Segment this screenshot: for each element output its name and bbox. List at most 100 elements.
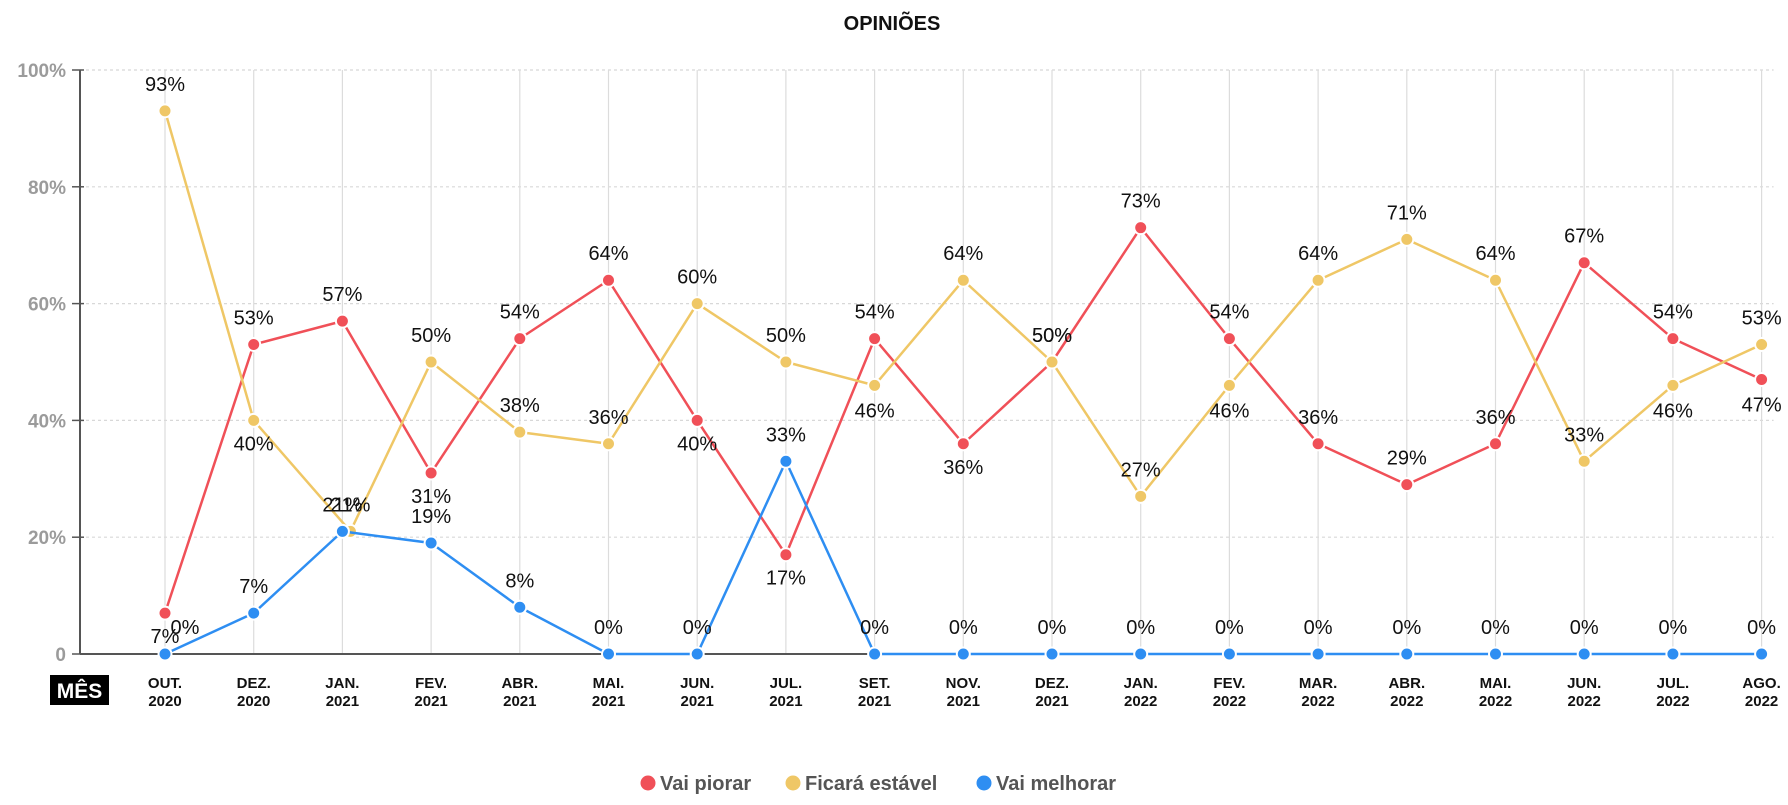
data-point <box>1754 646 1770 662</box>
data-point <box>1576 453 1592 469</box>
data-point <box>689 646 705 662</box>
data-point <box>423 354 439 370</box>
data-point <box>1488 436 1503 452</box>
x-axis-title-text: MÊS <box>57 679 103 703</box>
x-tick-label-year: 2020 <box>237 693 270 710</box>
data-label: 0% <box>1215 617 1244 639</box>
data-label: 54% <box>1653 302 1693 324</box>
x-tick-label-month: DEZ. <box>237 675 271 692</box>
x-tick-label-year: 2021 <box>769 693 802 710</box>
data-point <box>1133 646 1149 662</box>
x-tick-label-month: OUT. <box>148 675 182 692</box>
data-point <box>1044 354 1060 370</box>
data-label: 7% <box>151 626 180 648</box>
legend-label: Ficará estável <box>805 773 937 795</box>
data-point <box>1044 646 1060 662</box>
legend: Vai piorar Ficará estável Vai melhorar <box>640 773 1116 795</box>
x-tick-label-month: MAI. <box>1480 675 1512 692</box>
data-point <box>1310 272 1326 288</box>
data-label: 8% <box>505 570 534 592</box>
x-tick-label-year: 2021 <box>414 693 447 710</box>
data-label: 21% <box>322 494 362 516</box>
x-tick-label-month: JAN. <box>325 675 359 692</box>
data-point <box>1133 220 1149 236</box>
data-label: 73% <box>1121 191 1161 213</box>
data-point <box>1665 646 1681 662</box>
data-label: 0% <box>1126 617 1155 639</box>
y-tick-label: 0 <box>55 645 66 666</box>
x-tick-label-month: ABR. <box>501 675 538 692</box>
data-point <box>1133 488 1149 504</box>
data-label: 0% <box>1481 617 1510 639</box>
x-tick-label-year: 2021 <box>592 693 625 710</box>
data-label: 40% <box>234 433 274 455</box>
legend-marker <box>640 775 656 791</box>
data-label: 50% <box>766 325 806 347</box>
x-tick-label-year: 2020 <box>148 693 181 710</box>
x-tick-label-year: 2021 <box>681 693 714 710</box>
x-tick-label-year: 2021 <box>947 693 980 710</box>
data-label: 36% <box>1475 407 1515 429</box>
axis-layer: 020%40%60%80%100%OUT.2020DEZ.2020JAN.202… <box>17 61 1780 710</box>
y-tick-label: 40% <box>28 411 66 432</box>
data-label: 29% <box>1387 448 1427 470</box>
legend-marker <box>785 775 801 791</box>
data-point <box>1665 377 1681 393</box>
data-label: 0% <box>949 617 978 639</box>
x-axis-title: MÊS <box>50 675 109 705</box>
data-point <box>334 523 350 539</box>
data-point <box>1576 255 1592 271</box>
x-tick-label-month: JUN. <box>680 675 714 692</box>
series-layer <box>157 103 1770 662</box>
data-point <box>1221 377 1237 393</box>
data-point <box>1221 646 1237 662</box>
data-label: 31% <box>411 486 451 508</box>
data-point <box>1488 646 1503 662</box>
data-label: 53% <box>234 307 274 329</box>
data-labels-layer: 7% 53% 57% 31% 54% 64% 40% 17% 54% 36% 50% 73% 54% 36… <box>145 74 1782 648</box>
y-tick-label: 20% <box>28 528 66 549</box>
data-label: 46% <box>1653 400 1693 422</box>
x-tick-label-year: 2022 <box>1745 693 1778 710</box>
data-point <box>1221 331 1237 347</box>
data-point <box>867 377 883 393</box>
data-label: 64% <box>943 243 983 265</box>
data-label: 0% <box>1304 617 1333 639</box>
data-label: 47% <box>1742 395 1782 417</box>
data-label: 17% <box>766 568 806 590</box>
data-label: 0% <box>171 617 200 639</box>
data-point <box>512 331 528 347</box>
data-point <box>334 313 350 329</box>
data-point <box>157 646 173 662</box>
x-tick-label-month: AGO. <box>1742 675 1780 692</box>
x-tick-label-year: 2022 <box>1479 693 1512 710</box>
data-point <box>1399 646 1415 662</box>
data-point <box>778 453 794 469</box>
data-point <box>1310 646 1326 662</box>
x-tick-label-month: FEV. <box>1213 675 1245 692</box>
x-tick-label-year: 2022 <box>1124 693 1157 710</box>
data-label: 54% <box>500 302 540 324</box>
data-point <box>689 296 705 312</box>
legend-label: Vai melhorar <box>996 773 1116 795</box>
data-point <box>1399 231 1415 247</box>
data-point <box>601 272 616 288</box>
data-point <box>1488 272 1503 288</box>
data-label: 0% <box>860 617 889 639</box>
data-label: 71% <box>1387 202 1427 224</box>
data-label: 67% <box>1564 226 1604 248</box>
data-point <box>867 331 883 347</box>
data-point <box>955 436 971 452</box>
legend-marker <box>976 775 992 791</box>
x-tick-label-year: 2021 <box>1035 693 1068 710</box>
data-point <box>157 605 173 621</box>
data-label: 0% <box>683 617 712 639</box>
data-label: 46% <box>855 400 895 422</box>
data-label: 0% <box>1392 617 1421 639</box>
data-label: 93% <box>145 74 185 96</box>
data-label: 27% <box>1121 459 1161 481</box>
data-label: 36% <box>588 407 628 429</box>
data-point <box>1310 436 1326 452</box>
data-label: 36% <box>1298 407 1338 429</box>
data-label: 19% <box>411 506 451 528</box>
